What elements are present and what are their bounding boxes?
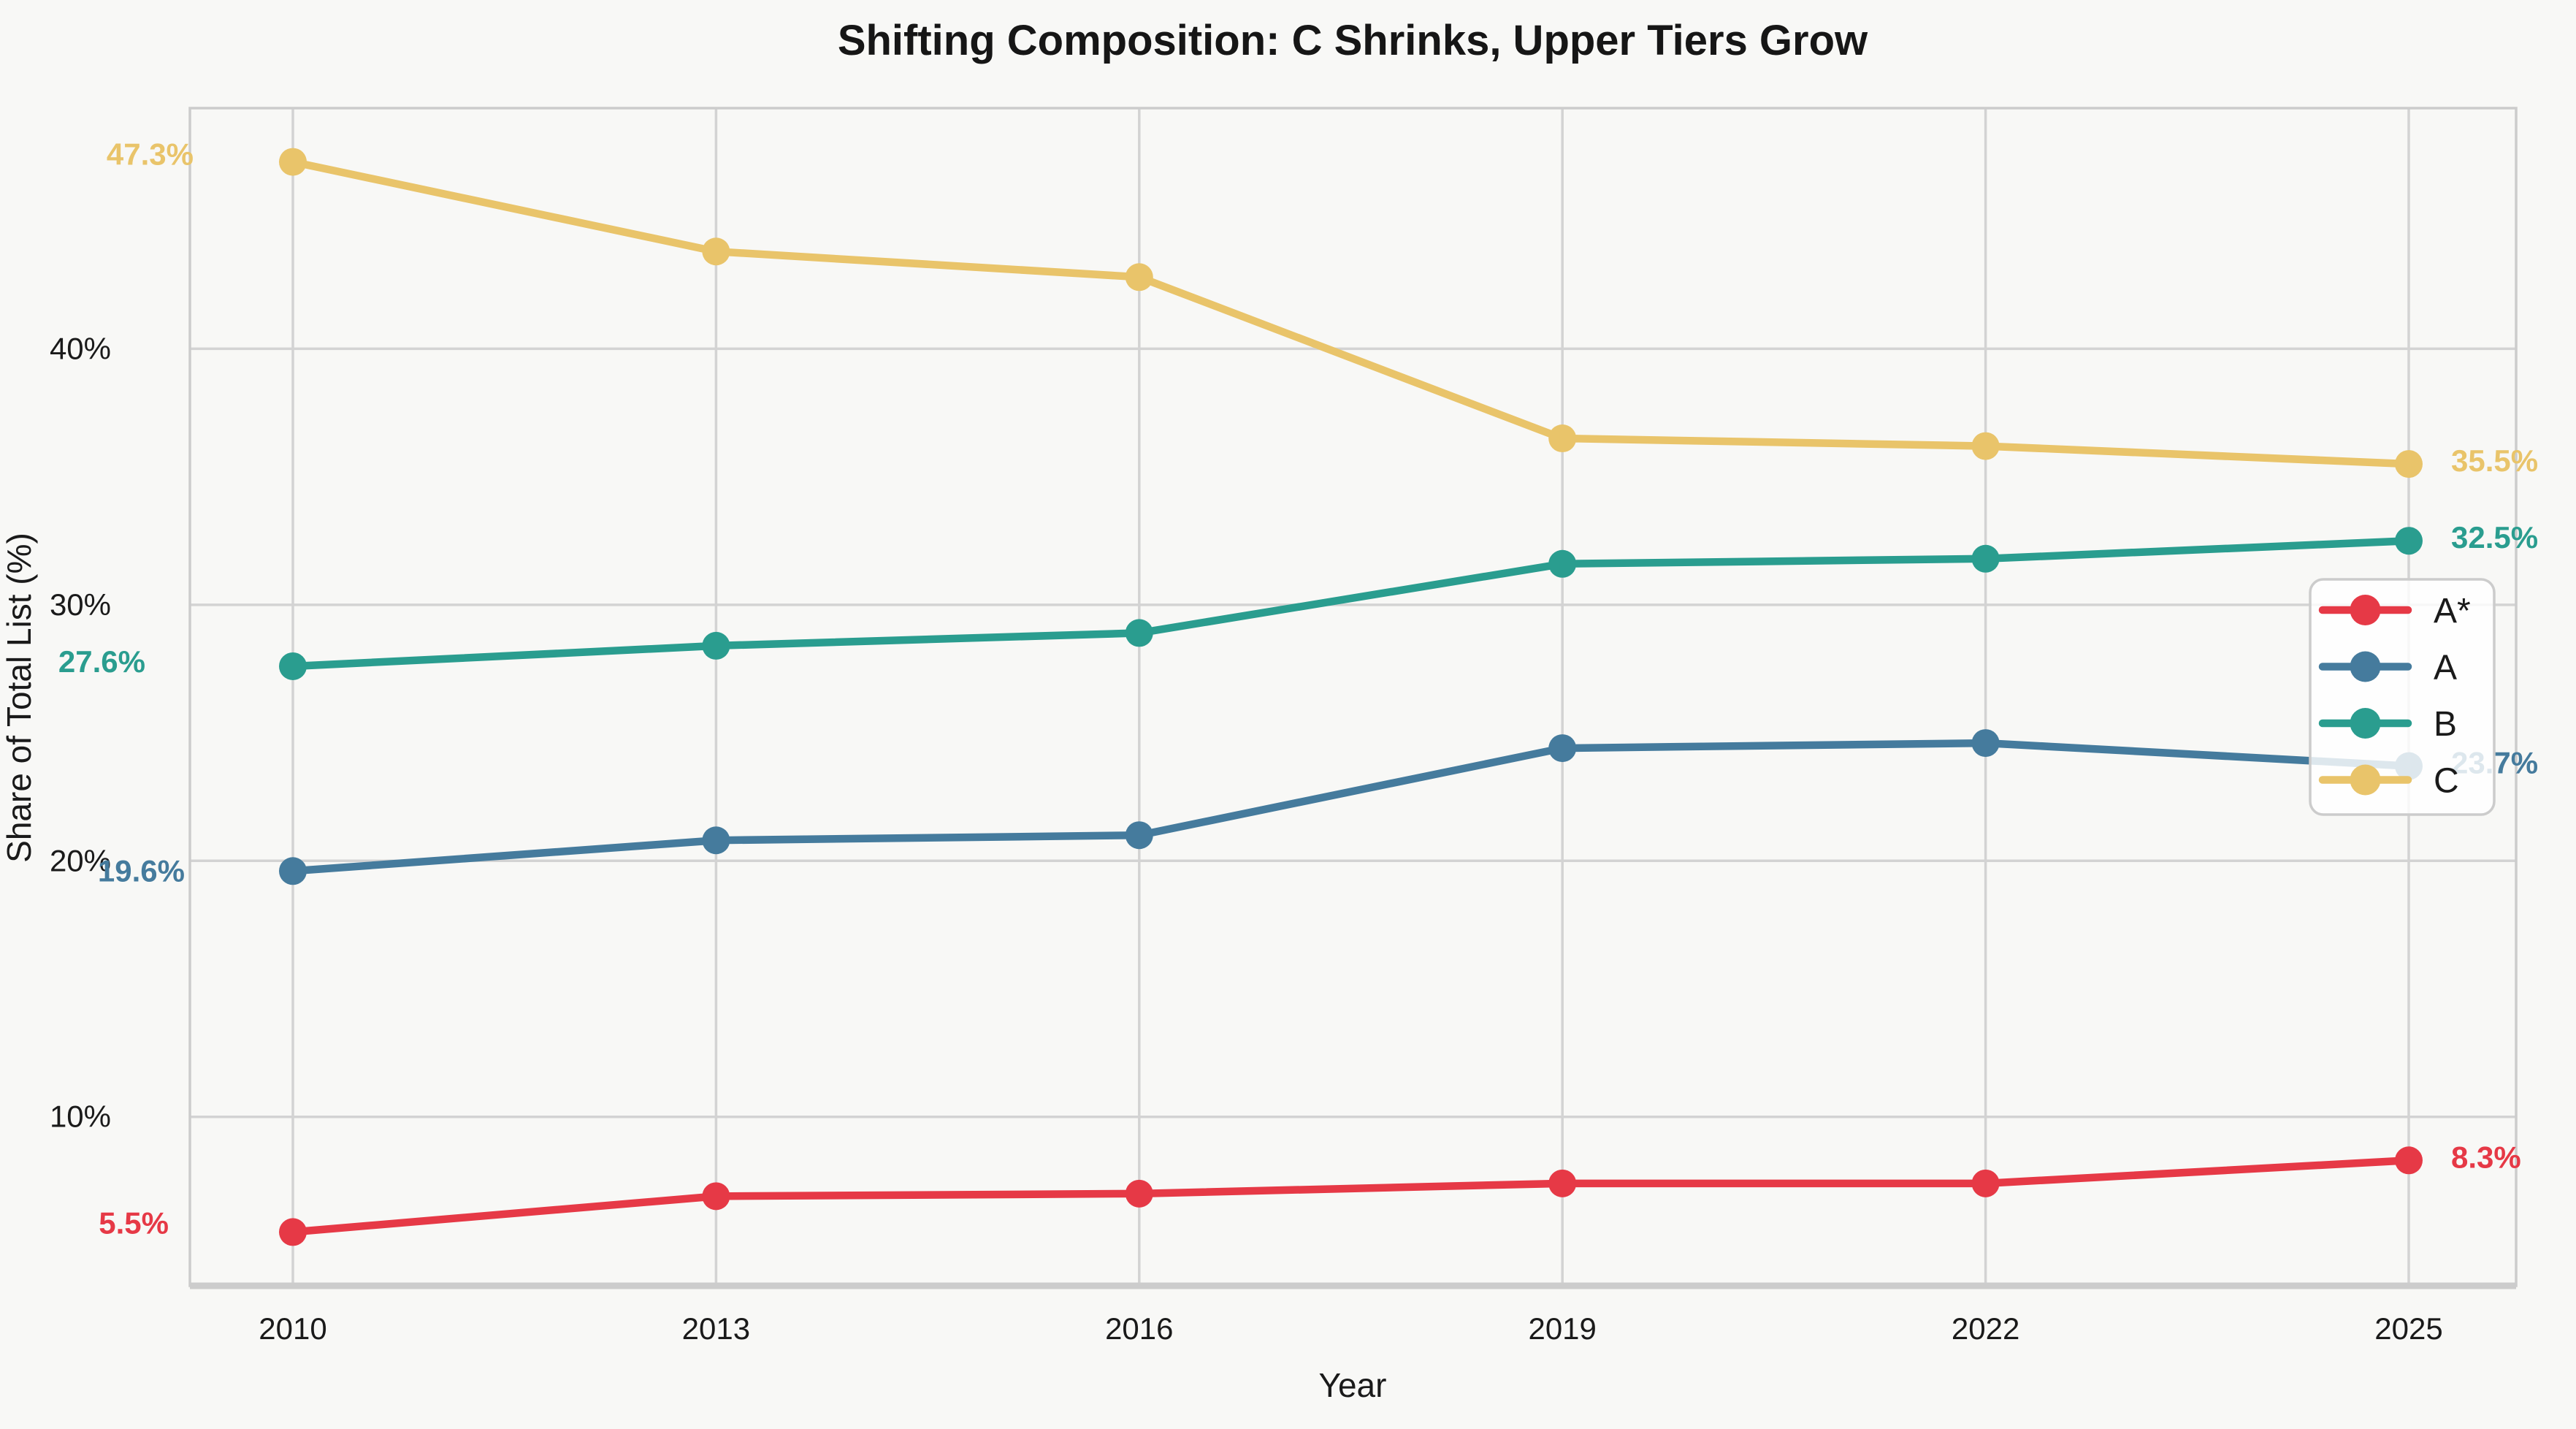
y-tick-20: 20% — [50, 843, 111, 877]
marker-c-2010 — [279, 148, 307, 176]
y-tick-10: 10% — [50, 1100, 111, 1134]
marker-a-star-2016 — [1125, 1179, 1153, 1208]
data-label-last-a-star: 8.3% — [2451, 1140, 2521, 1174]
marker-c-2019 — [1548, 424, 1577, 453]
legend-label-b: B — [2434, 705, 2457, 744]
marker-b-2022 — [1971, 544, 2000, 573]
marker-c-2016 — [1125, 263, 1153, 291]
legend-marker-c — [2350, 764, 2381, 796]
marker-a-2010 — [279, 857, 307, 885]
data-label-last-b: 32.5% — [2451, 520, 2538, 555]
series-line-a-star — [288, 1156, 2413, 1236]
legend-marker-b — [2350, 708, 2381, 739]
marker-a-2016 — [1125, 821, 1153, 850]
legend-marker-a — [2350, 651, 2381, 682]
legend: A* ABC — [2309, 578, 2496, 816]
legend-box — [2309, 578, 2496, 816]
marker-a-2019 — [1548, 734, 1577, 763]
x-tick-2019: 2019 — [1528, 1311, 1596, 1346]
legend-item-c: C — [2318, 762, 2459, 801]
x-tick-2010: 2010 — [259, 1311, 326, 1346]
marker-c-2022 — [1971, 432, 2000, 460]
series-line-a — [288, 739, 2413, 875]
legend-marker-a-star — [2350, 595, 2381, 625]
data-label-last-c: 35.5% — [2451, 443, 2538, 478]
x-tick-2025: 2025 — [2374, 1311, 2442, 1346]
marker-a-2022 — [1971, 729, 2000, 758]
y-tick-30: 30% — [50, 587, 111, 622]
marker-a-star-2019 — [1548, 1169, 1577, 1197]
data-label-first-a: 19.6% — [98, 853, 185, 888]
y-axis-label: Share of Total List (%) — [0, 533, 38, 863]
marker-c-2025 — [2395, 450, 2423, 479]
marker-a-star-2022 — [1971, 1169, 2000, 1197]
marker-c-2013 — [702, 237, 730, 266]
marker-a-star-2025 — [2395, 1146, 2423, 1175]
marker-a-2013 — [702, 826, 730, 855]
x-axis-label: Year — [1319, 1366, 1387, 1404]
series-line-b — [288, 536, 2413, 671]
x-tick-2013: 2013 — [682, 1311, 750, 1346]
marker-b-2019 — [1548, 549, 1577, 578]
marker-b-2025 — [2395, 527, 2423, 555]
data-label-first-c: 47.3% — [107, 137, 194, 172]
chart-title: Shifting Composition: C Shrinks, Upper T… — [838, 17, 1868, 64]
legend-item-b: B — [2318, 705, 2457, 744]
legend-item-a: A — [2318, 649, 2457, 687]
data-label-first-a-star: 5.5% — [99, 1205, 169, 1240]
marker-b-2013 — [702, 631, 730, 660]
x-tick-2022: 2022 — [1952, 1311, 2019, 1346]
legend-label-c: C — [2434, 762, 2459, 801]
marker-a-star-2013 — [702, 1182, 730, 1211]
data-label-first-b: 27.6% — [58, 644, 145, 679]
x-tick-2016: 2016 — [1105, 1311, 1173, 1346]
legend-label-a: A — [2434, 649, 2457, 687]
marker-b-2010 — [279, 652, 307, 680]
series-line-c — [288, 158, 2413, 468]
legend-label-a-star: A* — [2434, 592, 2471, 630]
marker-b-2016 — [1125, 619, 1153, 647]
marker-a-star-2010 — [279, 1218, 307, 1246]
y-tick-40: 40% — [50, 331, 111, 365]
legend-item-a-star: A* — [2318, 592, 2471, 630]
